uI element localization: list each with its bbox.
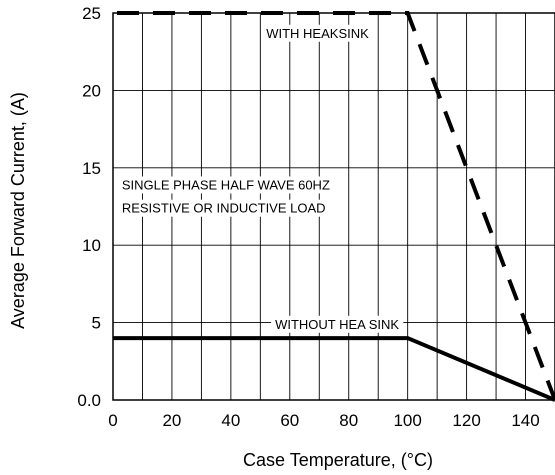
annotation-background bbox=[271, 315, 404, 333]
y-tick-label: 5 bbox=[92, 314, 101, 333]
plot-frame bbox=[112, 12, 555, 401]
x-axis-label: Case Temperature, (°C) bbox=[243, 450, 433, 470]
y-axis-label: Average Forward Current, (A) bbox=[8, 92, 28, 329]
y-tick-label: 25 bbox=[82, 4, 101, 23]
y-tick-label: 10 bbox=[82, 236, 101, 255]
chart-annotation: SINGLE PHASE HALF WAVE 60HZ bbox=[122, 177, 330, 192]
annotation-background bbox=[262, 24, 374, 42]
chart-annotation: WITH HEAKSINK bbox=[266, 26, 369, 41]
y-tick-label: 15 bbox=[82, 159, 101, 178]
x-tick-label: 140 bbox=[511, 411, 539, 430]
grid-layer bbox=[113, 13, 555, 400]
x-tick-label: 120 bbox=[452, 411, 480, 430]
y-tick-label: 20 bbox=[82, 81, 101, 100]
without-heatsink-curve bbox=[113, 336, 555, 402]
x-tick-label: 40 bbox=[221, 411, 240, 430]
y-tick-label: 0.0 bbox=[77, 391, 101, 410]
label-background-layer bbox=[117, 24, 404, 333]
x-tick-label: 80 bbox=[339, 411, 358, 430]
frame-layer bbox=[112, 12, 555, 401]
chart-annotation: RESISTIVE OR INDUCTIVE LOAD bbox=[122, 201, 326, 216]
x-tick-label: 20 bbox=[162, 411, 181, 430]
chart-annotation: WITHOUT HEA SINK bbox=[275, 317, 399, 332]
x-tick-label: 0 bbox=[108, 411, 117, 430]
x-tick-label: 60 bbox=[280, 411, 299, 430]
annotation-layer: WITH HEAKSINK SINGLE PHASE HALF WAVE 60HZ… bbox=[122, 26, 400, 332]
tick-label-layer: 0 20 40 60 80 100 120 140 0.0 5 10 15 20 25 bbox=[77, 4, 539, 430]
annotation-background bbox=[117, 176, 334, 194]
x-tick-label: 100 bbox=[393, 411, 421, 430]
annotation-background bbox=[117, 199, 330, 217]
